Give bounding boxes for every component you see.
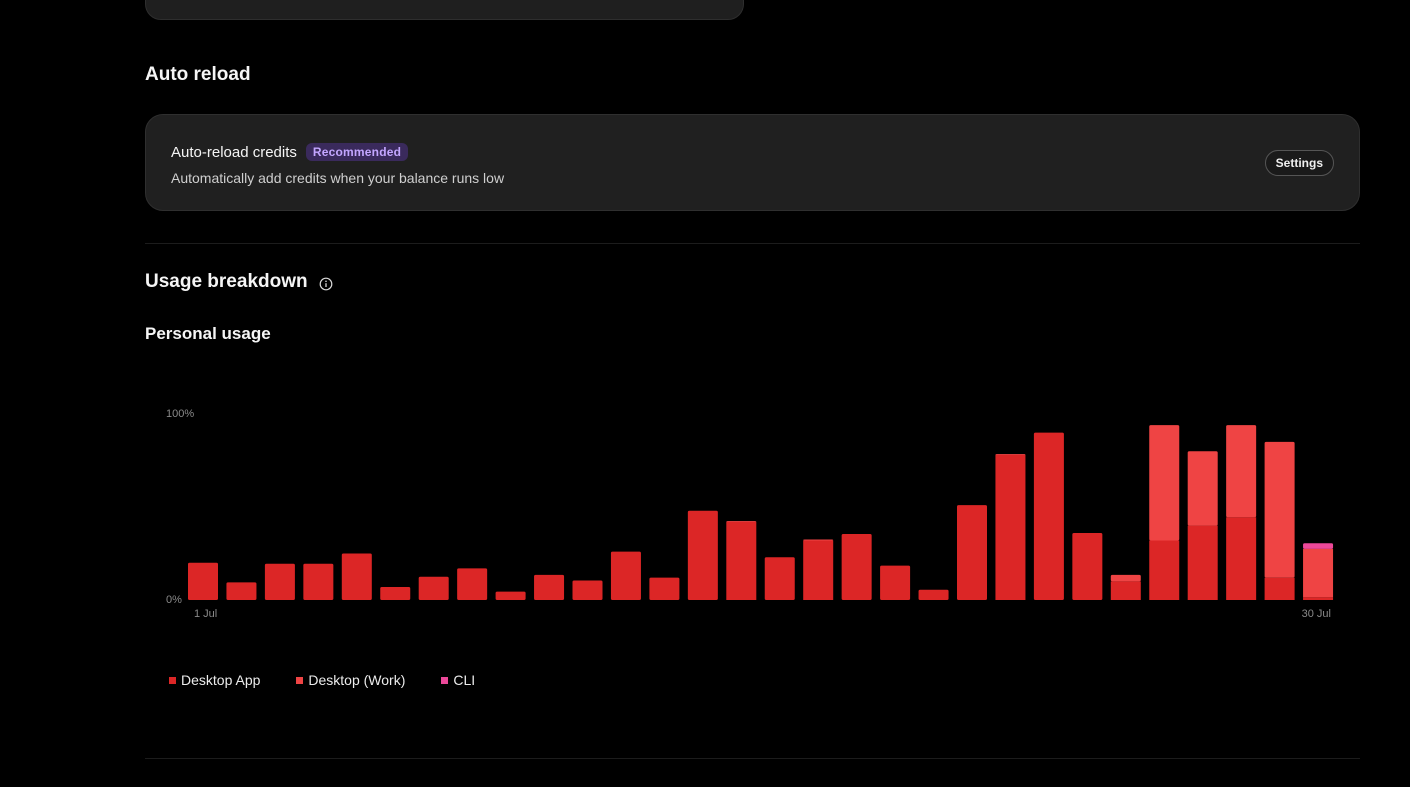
legend-label: Desktop App bbox=[181, 672, 261, 688]
bar-segment-desktop-app[interactable] bbox=[380, 586, 411, 600]
legend-desktop-work: Desktop (Work) bbox=[296, 672, 405, 688]
chart-legend: Desktop App Desktop (Work) CLI bbox=[169, 672, 475, 688]
bar-segment-desktop-app[interactable] bbox=[303, 563, 334, 600]
bar-segment-desktop-app[interactable] bbox=[226, 582, 257, 600]
bar-segment-desktop-app[interactable] bbox=[610, 551, 641, 600]
bar-segment-desktop-work[interactable] bbox=[1226, 425, 1257, 518]
bar-segment-desktop-work[interactable] bbox=[995, 453, 1026, 455]
legend-label: CLI bbox=[453, 672, 476, 688]
bar-segment-desktop-app[interactable] bbox=[188, 562, 218, 600]
bar-segment-desktop-app[interactable] bbox=[418, 576, 449, 600]
auto-reload-title: Auto-reload credits bbox=[171, 143, 297, 161]
bar-segment-desktop-work[interactable] bbox=[726, 520, 757, 522]
bar-segment-desktop-app[interactable] bbox=[649, 577, 680, 600]
bar-segment-desktop-work[interactable] bbox=[1264, 441, 1295, 578]
x-tick-label: 30 Jul bbox=[1302, 608, 1331, 620]
legend-swatch bbox=[441, 676, 449, 684]
usage-breakdown-heading: Usage breakdown bbox=[145, 271, 308, 292]
bar-segment-desktop-app[interactable] bbox=[341, 553, 372, 601]
y-tick-label: 0% bbox=[166, 594, 182, 606]
bar-segment-desktop-app[interactable] bbox=[880, 565, 911, 600]
auto-reload-heading: Auto reload bbox=[145, 64, 251, 85]
bar-segment-cli[interactable] bbox=[1303, 543, 1334, 549]
bar-segment-desktop-app[interactable] bbox=[957, 505, 987, 600]
bar-segment-desktop-app[interactable] bbox=[457, 568, 488, 600]
bar-segment-desktop-app[interactable] bbox=[841, 533, 872, 600]
bar-segment-desktop-app[interactable] bbox=[1264, 577, 1295, 600]
bar-segment-desktop-work[interactable] bbox=[1149, 425, 1180, 541]
bar-segment-desktop-work[interactable] bbox=[803, 539, 834, 541]
bar-segment-desktop-app[interactable] bbox=[264, 563, 295, 600]
legend-swatch bbox=[296, 676, 304, 684]
info-icon[interactable] bbox=[319, 277, 333, 291]
settings-button[interactable]: Settings bbox=[1264, 150, 1334, 176]
bar-segment-desktop-app[interactable] bbox=[1187, 525, 1218, 600]
previous-card bbox=[145, 0, 744, 20]
recommended-badge: Recommended bbox=[305, 143, 409, 161]
section-divider bbox=[145, 243, 1360, 244]
legend-desktop-app: Desktop App bbox=[169, 672, 260, 688]
bar-segment-desktop-work[interactable] bbox=[1187, 451, 1218, 526]
bar-segment-desktop-app[interactable] bbox=[572, 580, 603, 600]
bar-segment-desktop-app[interactable] bbox=[918, 589, 949, 600]
bar-segment-desktop-app[interactable] bbox=[534, 574, 565, 600]
bar-segment-desktop-app[interactable] bbox=[1072, 533, 1103, 600]
auto-reload-title-row: Auto-reload credits Recommended bbox=[171, 143, 409, 161]
bar-segment-desktop-app[interactable] bbox=[1226, 517, 1257, 600]
auto-reload-card: Auto-reload credits Recommended Automati… bbox=[145, 114, 1360, 211]
bar-segment-desktop-app[interactable] bbox=[995, 454, 1026, 600]
bar-segment-desktop-work[interactable] bbox=[1110, 574, 1141, 582]
bar-segment-desktop-app[interactable] bbox=[1110, 581, 1141, 600]
bar-segment-desktop-app[interactable] bbox=[803, 540, 834, 600]
bar-segment-desktop-app[interactable] bbox=[726, 521, 757, 600]
legend-cli: CLI bbox=[441, 672, 475, 688]
bar-segment-desktop-app[interactable] bbox=[687, 510, 718, 600]
bar-segment-desktop-app[interactable] bbox=[495, 591, 526, 600]
y-tick-label: 100% bbox=[166, 408, 194, 420]
bar-segment-desktop-app[interactable] bbox=[1033, 432, 1064, 600]
auto-reload-description: Automatically add credits when your bala… bbox=[171, 170, 505, 186]
legend-swatch bbox=[169, 676, 176, 684]
bar-segment-desktop-app[interactable] bbox=[764, 557, 795, 600]
legend-label: Desktop (Work) bbox=[308, 672, 406, 688]
bottom-divider bbox=[145, 758, 1360, 759]
bar-segment-desktop-app[interactable] bbox=[1303, 597, 1334, 600]
bar-segment-desktop-work[interactable] bbox=[1303, 548, 1334, 598]
personal-usage-heading: Personal usage bbox=[145, 324, 271, 343]
x-tick-label: 1 Jul bbox=[194, 608, 217, 620]
bar-segment-desktop-app[interactable] bbox=[1149, 540, 1180, 600]
